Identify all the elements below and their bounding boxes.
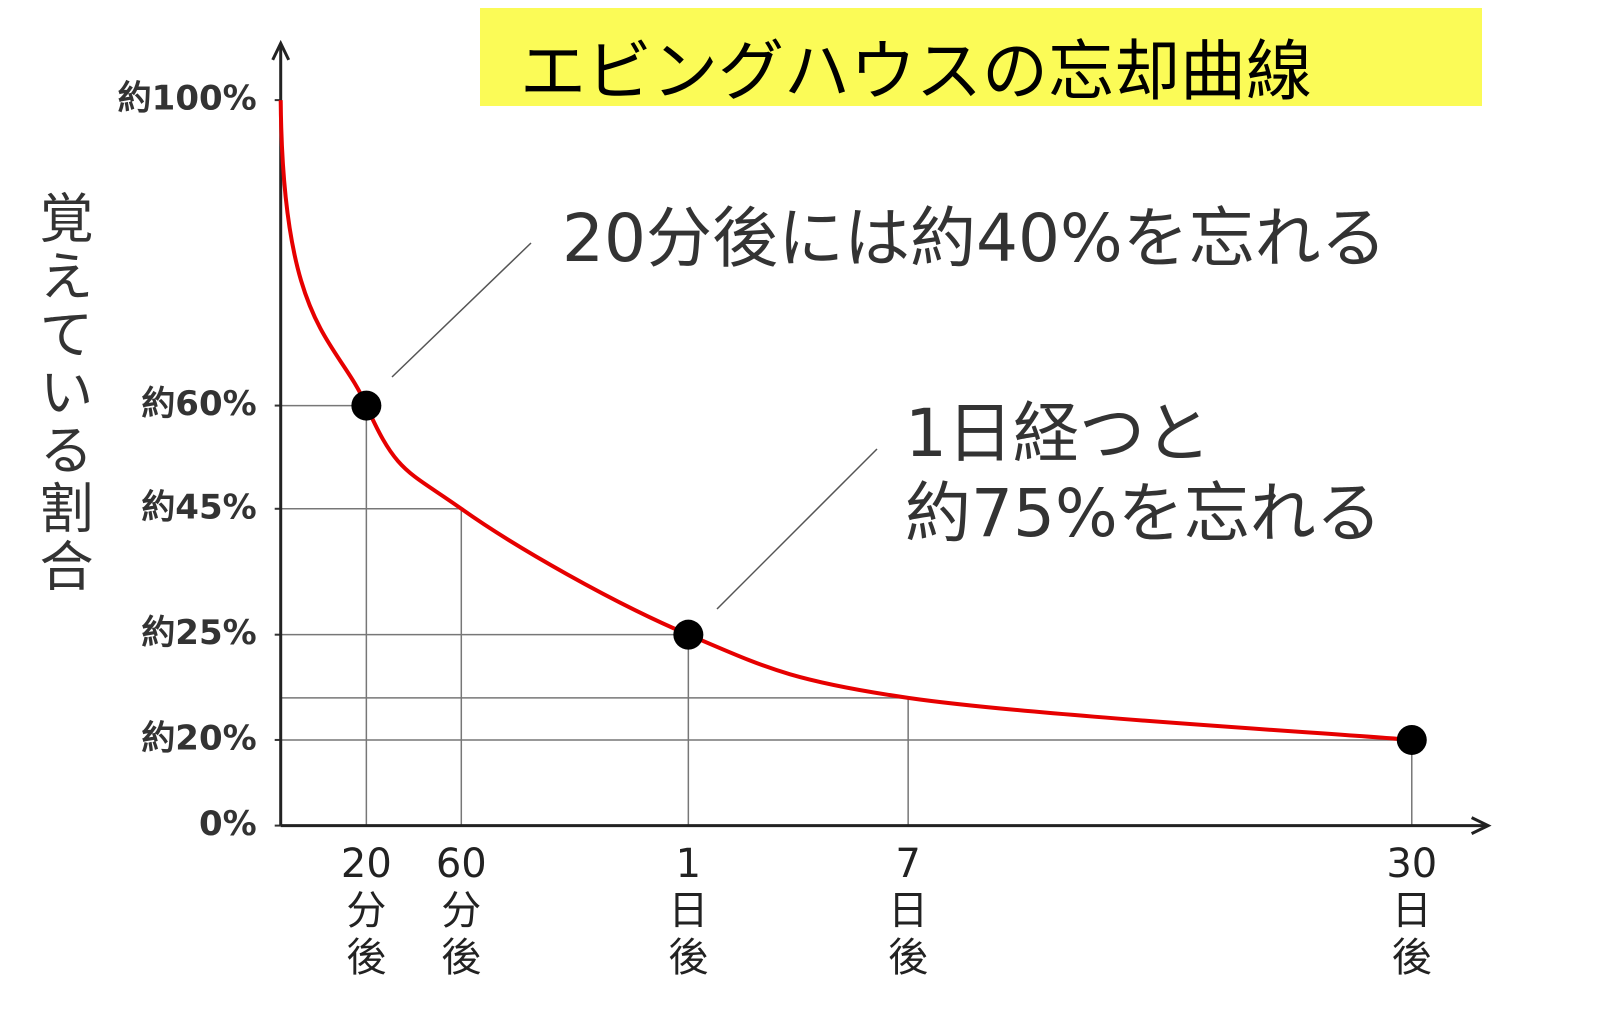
leader-line [391,242,532,378]
leader-line [716,448,878,610]
x-tick-label: 30日後 [1386,841,1438,982]
y-tick-label: 約25% [141,613,256,653]
annotation: 1日経つと [905,395,1211,472]
data-point [673,619,704,650]
y-tick-label: 約20% [141,718,256,758]
x-tick-label: 1日後 [668,841,709,982]
curve [278,100,1412,742]
title-box [480,8,1482,106]
y-tick-label: 0% [199,804,257,844]
data-point [1396,724,1427,755]
chart-title: エビングハウスの忘却曲線 [520,33,1312,110]
axis-arrow [271,39,291,61]
axis-arrow [1470,816,1492,835]
x-tick-label: 60分後 [435,841,487,982]
y-tick-label: 約60% [141,384,256,424]
y-tick-label: 約45% [141,487,256,527]
x-tick-label: 20分後 [340,841,392,982]
y-tick-label: 約100% [118,79,257,119]
data-point [351,390,382,421]
y-axis-label: 覚えている割合 [30,190,93,596]
annotation: 約75%を忘れる [905,475,1382,552]
annotation: 20分後には約40%を忘れる [562,200,1387,277]
x-tick-label: 7日後 [888,841,929,982]
